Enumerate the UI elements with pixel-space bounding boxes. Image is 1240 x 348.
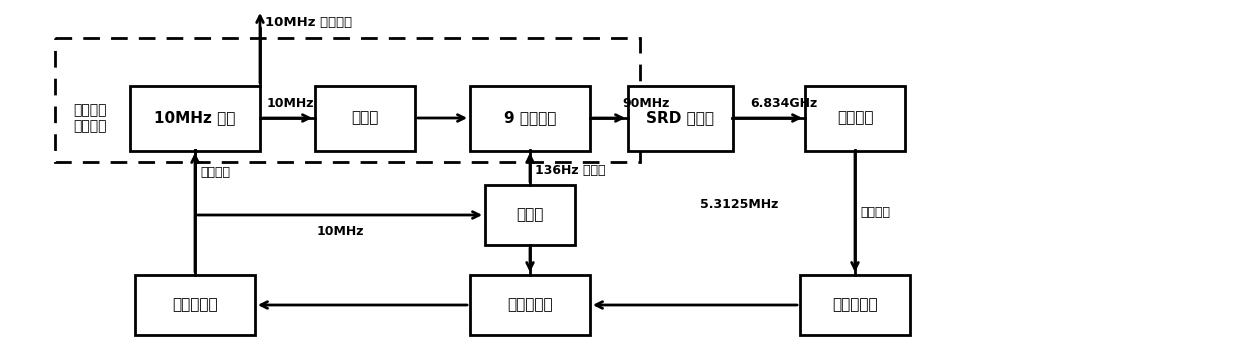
Bar	[800, 275, 910, 335]
Text: SRD 倍频器: SRD 倍频器	[646, 111, 714, 126]
Text: 90MHz: 90MHz	[622, 97, 670, 110]
Bar	[315, 86, 415, 150]
Text: 积分滤波器: 积分滤波器	[172, 298, 218, 313]
Bar	[470, 275, 590, 335]
Text: 6.834GHz: 6.834GHz	[750, 97, 817, 110]
Text: 射频频率
综合电路: 射频频率 综合电路	[73, 103, 107, 133]
Bar	[470, 86, 590, 150]
Text: 物理系统: 物理系统	[837, 111, 873, 126]
Text: 光检信号: 光检信号	[861, 206, 890, 219]
Text: 纠偏信号: 纠偏信号	[200, 166, 229, 179]
Bar	[55, 38, 640, 162]
Bar	[485, 185, 575, 245]
Text: 10MHz 晶振: 10MHz 晶振	[154, 111, 236, 126]
Text: 10MHz: 10MHz	[316, 225, 363, 238]
Bar	[627, 86, 733, 150]
Bar	[805, 86, 905, 150]
Text: 10MHz 标准输出: 10MHz 标准输出	[265, 16, 352, 29]
Text: 136Hz 三角波: 136Hz 三角波	[534, 164, 605, 176]
Text: 同步检波器: 同步检波器	[507, 298, 553, 313]
Text: 综合器: 综合器	[516, 207, 543, 222]
Text: 5.3125MHz: 5.3125MHz	[701, 198, 779, 212]
Bar	[135, 275, 255, 335]
Text: 9 次倍频器: 9 次倍频器	[503, 111, 557, 126]
Text: 前置放大器: 前置放大器	[832, 298, 878, 313]
Text: 调制器: 调制器	[351, 111, 378, 126]
Bar	[130, 86, 260, 150]
Text: 10MHz: 10MHz	[267, 97, 314, 110]
